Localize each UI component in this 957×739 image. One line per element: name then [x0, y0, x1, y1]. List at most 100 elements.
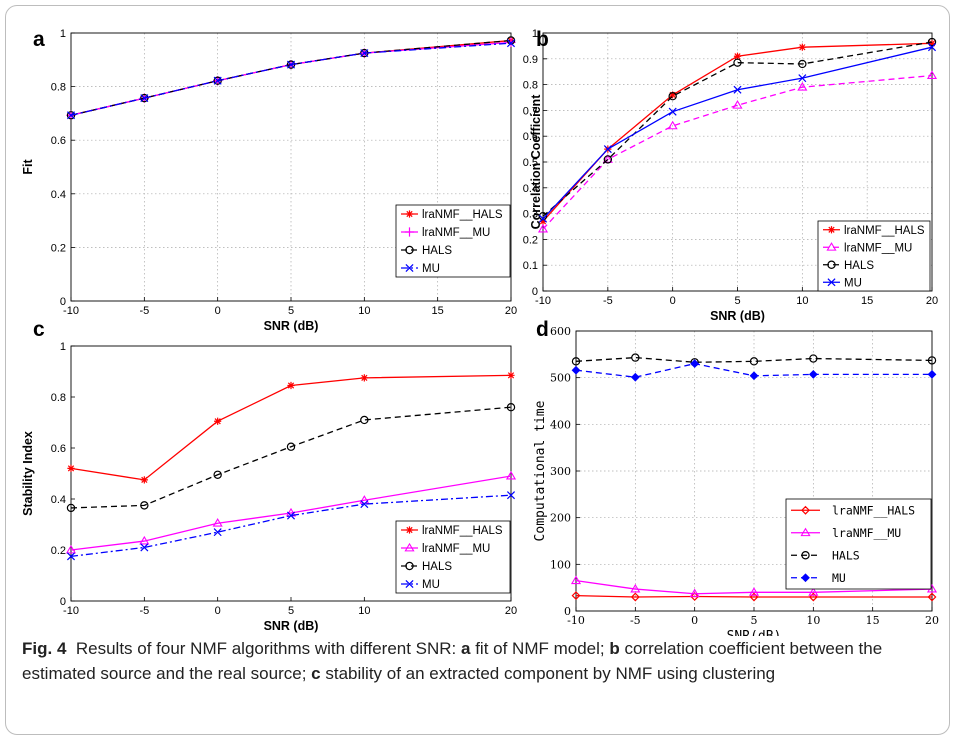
- series-mu: [538, 43, 937, 223]
- legend-marker: [827, 226, 836, 234]
- legend: lraNMF__HALS lraNMF__MU HALS MU: [785, 498, 932, 590]
- legend: lraNMF__HALS lraNMF__MU HALS MU: [395, 520, 511, 594]
- plot-border: [575, 330, 933, 612]
- data-point: [506, 39, 516, 48]
- data-point: [213, 470, 222, 479]
- data-point: [287, 381, 295, 390]
- legend-marker: [801, 551, 810, 560]
- panel-label-a: a: [33, 28, 45, 51]
- x-tick-label: -5: [139, 305, 149, 317]
- chart-panel-c: -10 -5 0 5 10 20 0 0.2 0.4 0.6 0.8 1 SNR (dB) Stabili…: [21, 318, 517, 633]
- series-hals: [66, 403, 516, 513]
- data-point: [733, 85, 742, 94]
- x-tick-label: 15: [432, 305, 444, 317]
- data-point: [139, 535, 150, 545]
- caption-text-1: Results of four NMF algorithms with diff…: [75, 639, 462, 658]
- x-tick-label: 15: [861, 295, 873, 307]
- data-point: [570, 575, 582, 585]
- y-tick-label: 0.9: [523, 54, 538, 66]
- x-tick-label: 10: [796, 295, 808, 307]
- legend-entry: MU: [422, 579, 440, 591]
- legend-marker: [800, 527, 811, 537]
- y-axis-label: Computational time: [533, 400, 548, 541]
- data-point: [140, 543, 149, 552]
- x-tick-label: 5: [734, 295, 740, 307]
- legend-box: [395, 204, 511, 278]
- data-point: [537, 223, 549, 233]
- y-tick-label: 0.8: [523, 80, 538, 92]
- data-point: [214, 417, 222, 425]
- data-point: [748, 587, 760, 596]
- data-point: [213, 528, 222, 537]
- y-tick-label: 1: [532, 28, 538, 40]
- y-tick-label: 0.2: [523, 234, 538, 246]
- x-tick-label: -10: [63, 305, 79, 317]
- data-point: [140, 501, 149, 510]
- y-tick-label: 1: [60, 341, 66, 353]
- y-tick-label: 0.3: [523, 209, 538, 221]
- data-point: [927, 370, 937, 379]
- legend-entry: lraNMF__HALS: [422, 525, 503, 537]
- data-point: [798, 74, 807, 83]
- panel-label-c: c: [33, 318, 45, 341]
- data-point: [213, 76, 222, 85]
- x-axis-label: SNR(dB): [727, 629, 782, 636]
- x-tick-label: 20: [926, 295, 938, 307]
- plot-border: [70, 345, 512, 602]
- legend-box: [395, 520, 511, 594]
- data-point: [631, 353, 640, 362]
- series-lranmf-mu: [537, 70, 938, 233]
- y-tick-label: 0.4: [51, 494, 66, 506]
- series-mu: [66, 491, 516, 561]
- series-lranmf-mu: [65, 470, 517, 554]
- x-tick-label: 5: [751, 614, 758, 627]
- data-point: [571, 591, 581, 601]
- x-tick-label: -10: [63, 605, 79, 617]
- caption-a: a: [461, 639, 471, 658]
- data-point: [798, 59, 807, 69]
- series-line: [70, 494, 512, 558]
- legend-marker: [801, 505, 810, 515]
- x-tick-label: -10: [567, 614, 585, 627]
- data-point: [67, 464, 75, 472]
- data-point: [603, 155, 613, 164]
- data-point: [507, 371, 515, 379]
- x-axis-label: SNR (dB): [264, 319, 319, 333]
- x-tick-label: -10: [535, 295, 551, 307]
- legend-entry: lraNMF__MU: [422, 227, 490, 239]
- data-point: [539, 217, 547, 225]
- data-point: [538, 211, 548, 221]
- legend-marker: [404, 227, 415, 237]
- data-point: [506, 491, 516, 500]
- data-point: [630, 372, 640, 382]
- legend-marker: [405, 526, 414, 534]
- legend-entry: lraNMF__HALS: [422, 209, 503, 221]
- y-tick-label: 0.4: [51, 189, 66, 201]
- series-line: [542, 46, 933, 220]
- data-point: [286, 442, 296, 451]
- y-tick-label: 0.1: [523, 260, 538, 272]
- series-line: [575, 580, 933, 595]
- y-axis-label: Correlation Coefficient: [529, 94, 543, 230]
- data-point: [689, 588, 700, 598]
- data-point: [286, 511, 296, 520]
- y-tick-label: 100: [550, 558, 571, 571]
- y-tick-label: 600: [550, 325, 571, 338]
- series-line: [575, 594, 932, 598]
- x-tick-label: 0: [215, 305, 221, 317]
- legend-box: [817, 220, 931, 292]
- x-tick-label: 0: [670, 295, 676, 307]
- data-point: [667, 120, 678, 130]
- data-point: [927, 592, 937, 602]
- chart-panel-a: -10 -5 0 5 10 15 20 0 0.2 0.4 0.6 0.8 1 SNR (dB) Fit a l…: [21, 28, 517, 333]
- data-point: [733, 52, 742, 60]
- panel-label-b: b: [536, 28, 549, 51]
- y-tick-label: 0.8: [51, 82, 66, 94]
- chart-panel-d: -10-5051015200100200300400500600SNR(dB)C…: [533, 318, 939, 636]
- series-line: [542, 41, 933, 217]
- data-point: [630, 592, 640, 602]
- data-point: [926, 70, 938, 79]
- data-point: [927, 43, 937, 52]
- data-point: [668, 107, 677, 116]
- x-tick-label: 20: [925, 614, 939, 627]
